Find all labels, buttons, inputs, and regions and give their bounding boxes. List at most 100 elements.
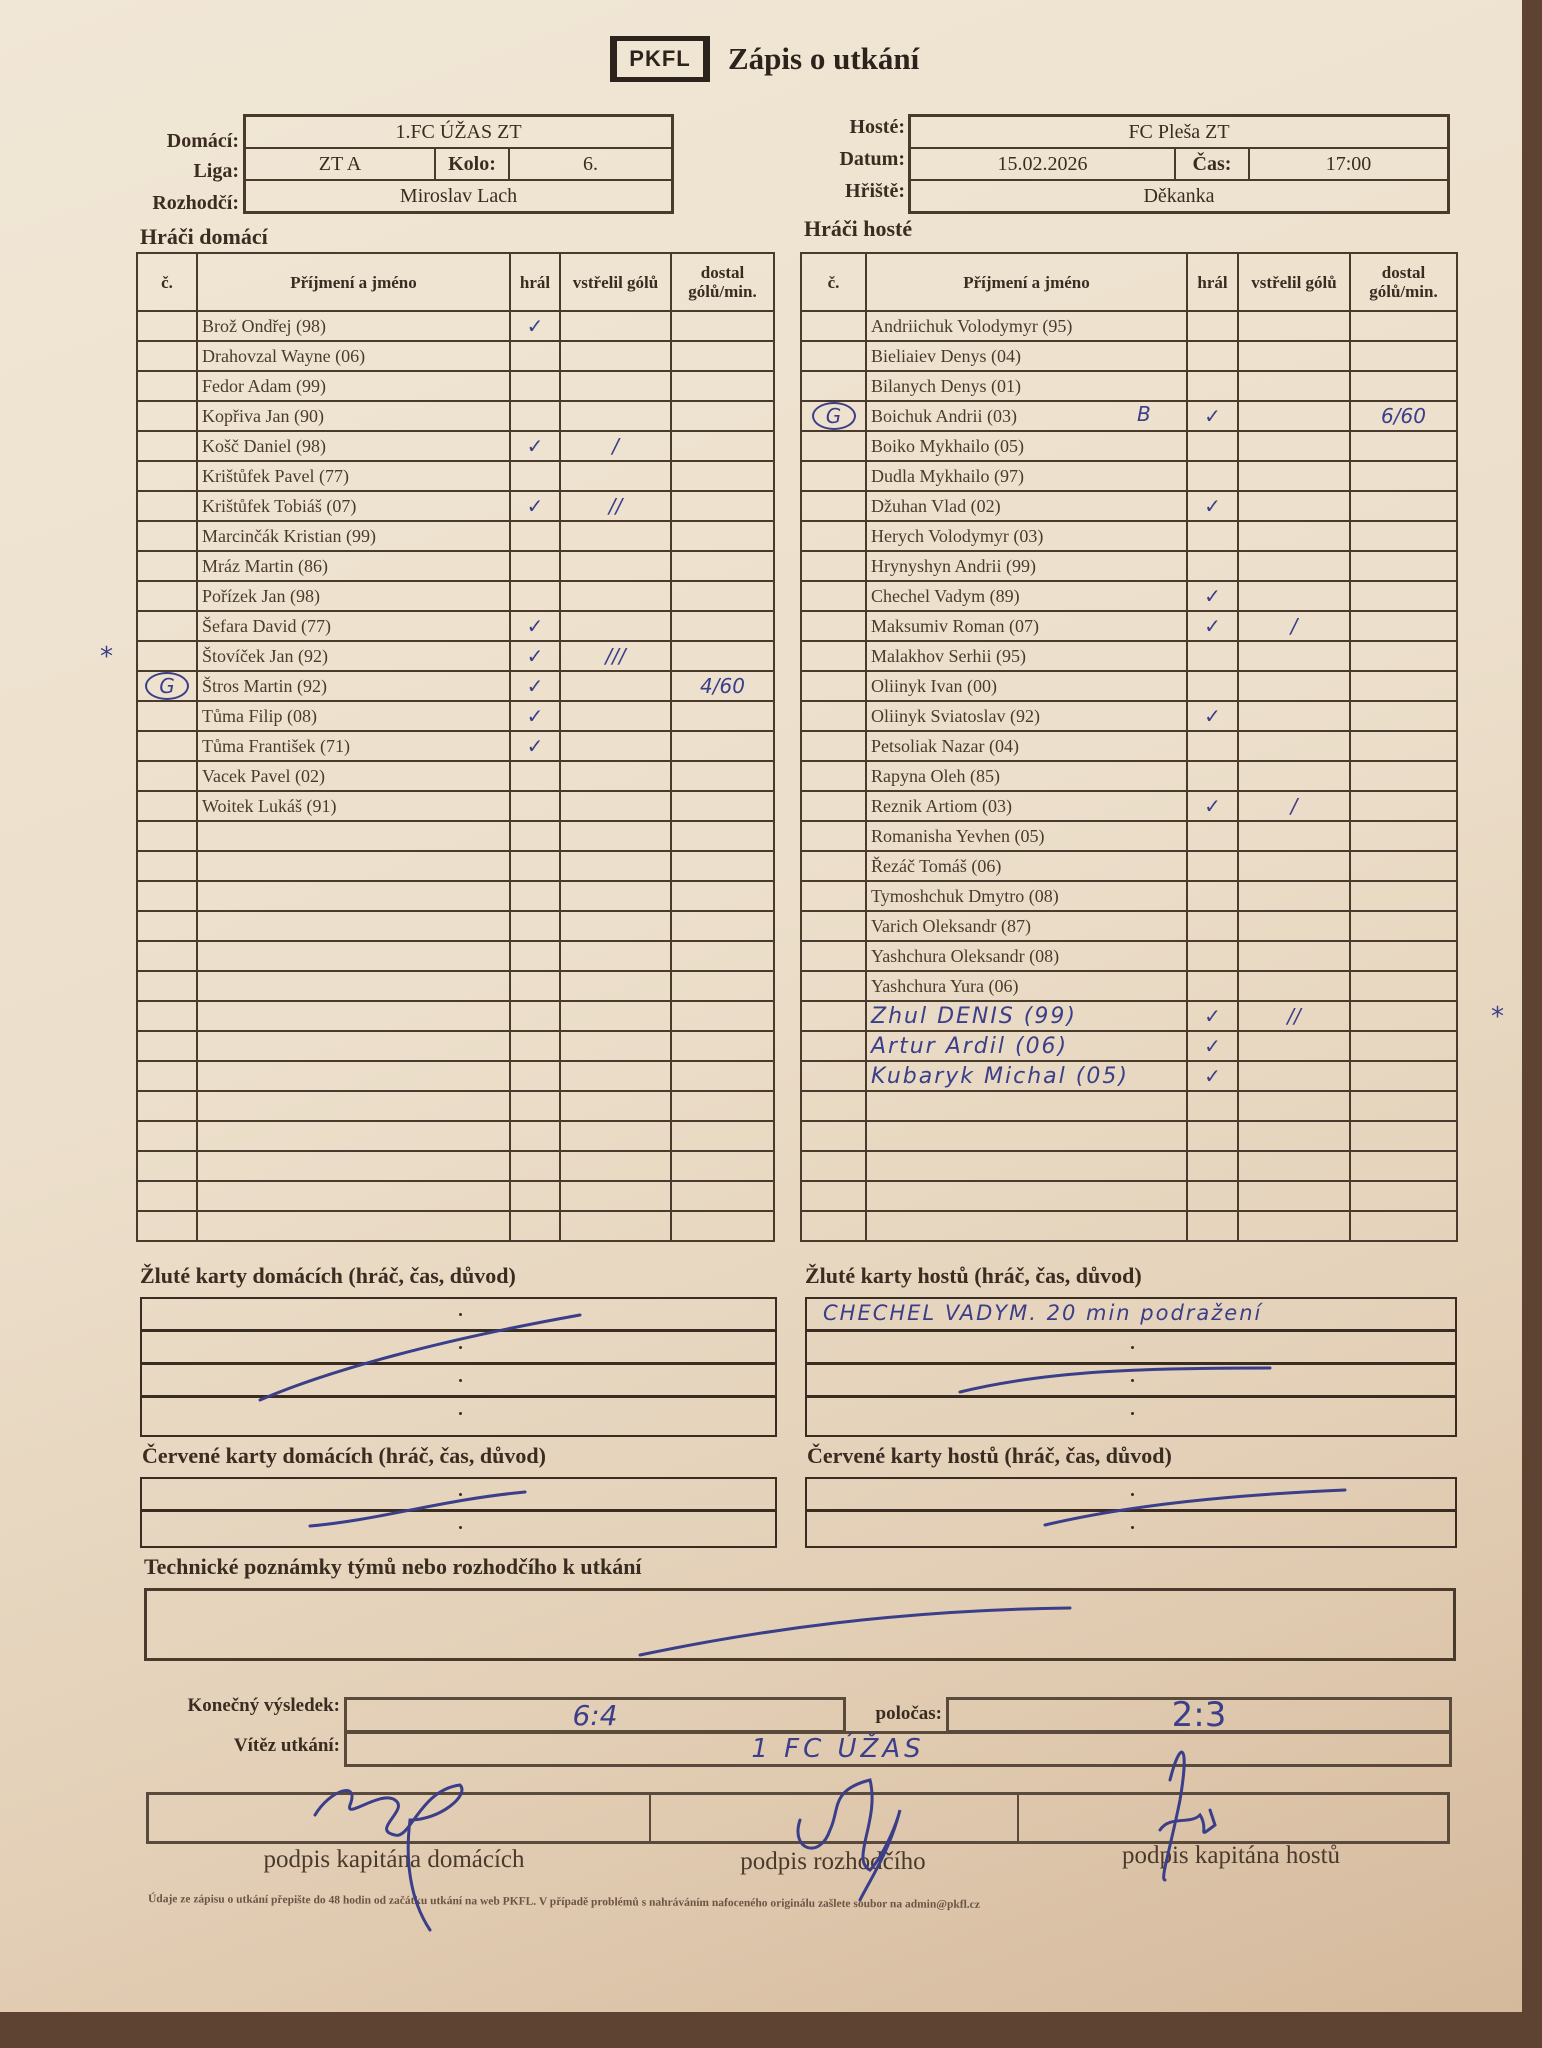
conceded-cell[interactable] (670, 1210, 775, 1242)
number-cell[interactable] (136, 430, 198, 462)
played-cell[interactable] (1186, 1210, 1239, 1242)
played-cell[interactable]: ✓ (509, 700, 561, 732)
played-cell[interactable] (509, 1000, 561, 1032)
conceded-cell[interactable] (670, 880, 775, 912)
number-cell[interactable] (800, 1120, 867, 1152)
played-cell[interactable]: ✓ (1186, 580, 1239, 612)
conceded-cell[interactable] (1349, 940, 1458, 972)
goals-cell[interactable] (1237, 670, 1351, 702)
number-cell[interactable] (136, 1000, 198, 1032)
number-cell[interactable] (136, 340, 198, 372)
goals-cell[interactable] (559, 340, 672, 372)
conceded-cell[interactable] (1349, 520, 1458, 552)
conceded-cell[interactable] (670, 490, 775, 522)
goals-cell[interactable] (559, 550, 672, 582)
number-cell[interactable] (136, 820, 198, 852)
number-cell[interactable] (136, 1180, 198, 1212)
goals-cell[interactable] (559, 610, 672, 642)
goals-cell[interactable] (1237, 640, 1351, 672)
conceded-cell[interactable] (670, 730, 775, 762)
played-cell[interactable] (1186, 760, 1239, 792)
number-cell[interactable] (800, 1150, 867, 1182)
played-cell[interactable] (509, 760, 561, 792)
number-cell[interactable] (800, 760, 867, 792)
played-cell[interactable] (509, 340, 561, 372)
number-cell[interactable] (800, 820, 867, 852)
number-cell[interactable] (800, 520, 867, 552)
number-cell[interactable] (136, 940, 198, 972)
conceded-cell[interactable] (1349, 490, 1458, 522)
played-cell[interactable]: ✓ (1186, 400, 1239, 432)
conceded-cell[interactable] (1349, 700, 1458, 732)
played-cell[interactable] (1186, 1120, 1239, 1152)
conceded-cell[interactable] (670, 1090, 775, 1122)
goals-cell[interactable] (559, 700, 672, 732)
played-cell[interactable]: ✓ (1186, 1030, 1239, 1062)
number-cell[interactable] (800, 940, 867, 972)
goals-cell[interactable] (559, 1060, 672, 1092)
played-cell[interactable]: ✓ (509, 670, 561, 702)
conceded-cell[interactable] (670, 760, 775, 792)
played-cell[interactable]: ✓ (509, 610, 561, 642)
number-cell[interactable] (800, 1030, 867, 1062)
played-cell[interactable] (509, 1120, 561, 1152)
played-cell[interactable] (1186, 460, 1239, 492)
goals-cell[interactable] (559, 400, 672, 432)
conceded-cell[interactable] (1349, 1210, 1458, 1242)
conceded-cell[interactable] (1349, 1180, 1458, 1212)
number-cell[interactable] (136, 520, 198, 552)
number-cell[interactable] (800, 490, 867, 522)
number-cell[interactable] (800, 880, 867, 912)
referee-signature-field[interactable] (651, 1795, 1019, 1841)
conceded-cell[interactable] (1349, 1090, 1458, 1122)
goals-cell[interactable] (559, 910, 672, 942)
conceded-cell[interactable] (1349, 1150, 1458, 1182)
goals-cell[interactable] (1237, 340, 1351, 372)
conceded-cell[interactable] (670, 550, 775, 582)
number-cell[interactable] (136, 1030, 198, 1062)
conceded-cell[interactable]: 4/60 (670, 670, 775, 702)
conceded-cell[interactable] (1349, 610, 1458, 642)
played-cell[interactable] (509, 1150, 561, 1182)
conceded-cell[interactable] (1349, 730, 1458, 762)
conceded-cell[interactable] (1349, 820, 1458, 852)
number-cell[interactable]: G (136, 670, 198, 702)
notes-box[interactable] (144, 1588, 1456, 1661)
goals-cell[interactable] (1237, 1120, 1351, 1152)
number-cell[interactable] (136, 880, 198, 912)
played-cell[interactable] (1186, 970, 1239, 1002)
number-cell[interactable] (136, 850, 198, 882)
played-cell[interactable] (1186, 940, 1239, 972)
number-cell[interactable] (800, 910, 867, 942)
played-cell[interactable] (1186, 910, 1239, 942)
number-cell[interactable] (800, 310, 867, 342)
number-cell[interactable] (136, 1150, 198, 1182)
goals-cell[interactable] (1237, 430, 1351, 462)
away-captain-signature-field[interactable] (1019, 1795, 1447, 1841)
goals-cell[interactable] (559, 940, 672, 972)
number-cell[interactable]: * (100, 640, 198, 672)
conceded-cell[interactable] (670, 520, 775, 552)
conceded-cell[interactable] (1349, 310, 1458, 342)
conceded-cell[interactable] (670, 910, 775, 942)
conceded-cell[interactable] (670, 460, 775, 492)
played-cell[interactable] (509, 850, 561, 882)
played-cell[interactable] (1186, 550, 1239, 582)
goals-cell[interactable] (559, 460, 672, 492)
played-cell[interactable]: ✓ (1186, 490, 1239, 522)
played-cell[interactable] (1186, 820, 1239, 852)
played-cell[interactable]: ✓ (509, 490, 561, 522)
conceded-cell[interactable] (1349, 370, 1458, 402)
conceded-cell[interactable] (1349, 970, 1458, 1002)
goals-cell[interactable] (1237, 760, 1351, 792)
number-cell[interactable] (136, 400, 198, 432)
goals-cell[interactable] (1237, 1210, 1351, 1242)
number-cell[interactable] (136, 460, 198, 492)
goals-cell[interactable] (1237, 730, 1351, 762)
played-cell[interactable] (509, 370, 561, 402)
conceded-cell[interactable] (670, 1150, 775, 1182)
number-cell[interactable] (800, 670, 867, 702)
conceded-cell[interactable] (670, 940, 775, 972)
goals-cell[interactable]: / (559, 430, 672, 462)
number-cell[interactable] (800, 460, 867, 492)
